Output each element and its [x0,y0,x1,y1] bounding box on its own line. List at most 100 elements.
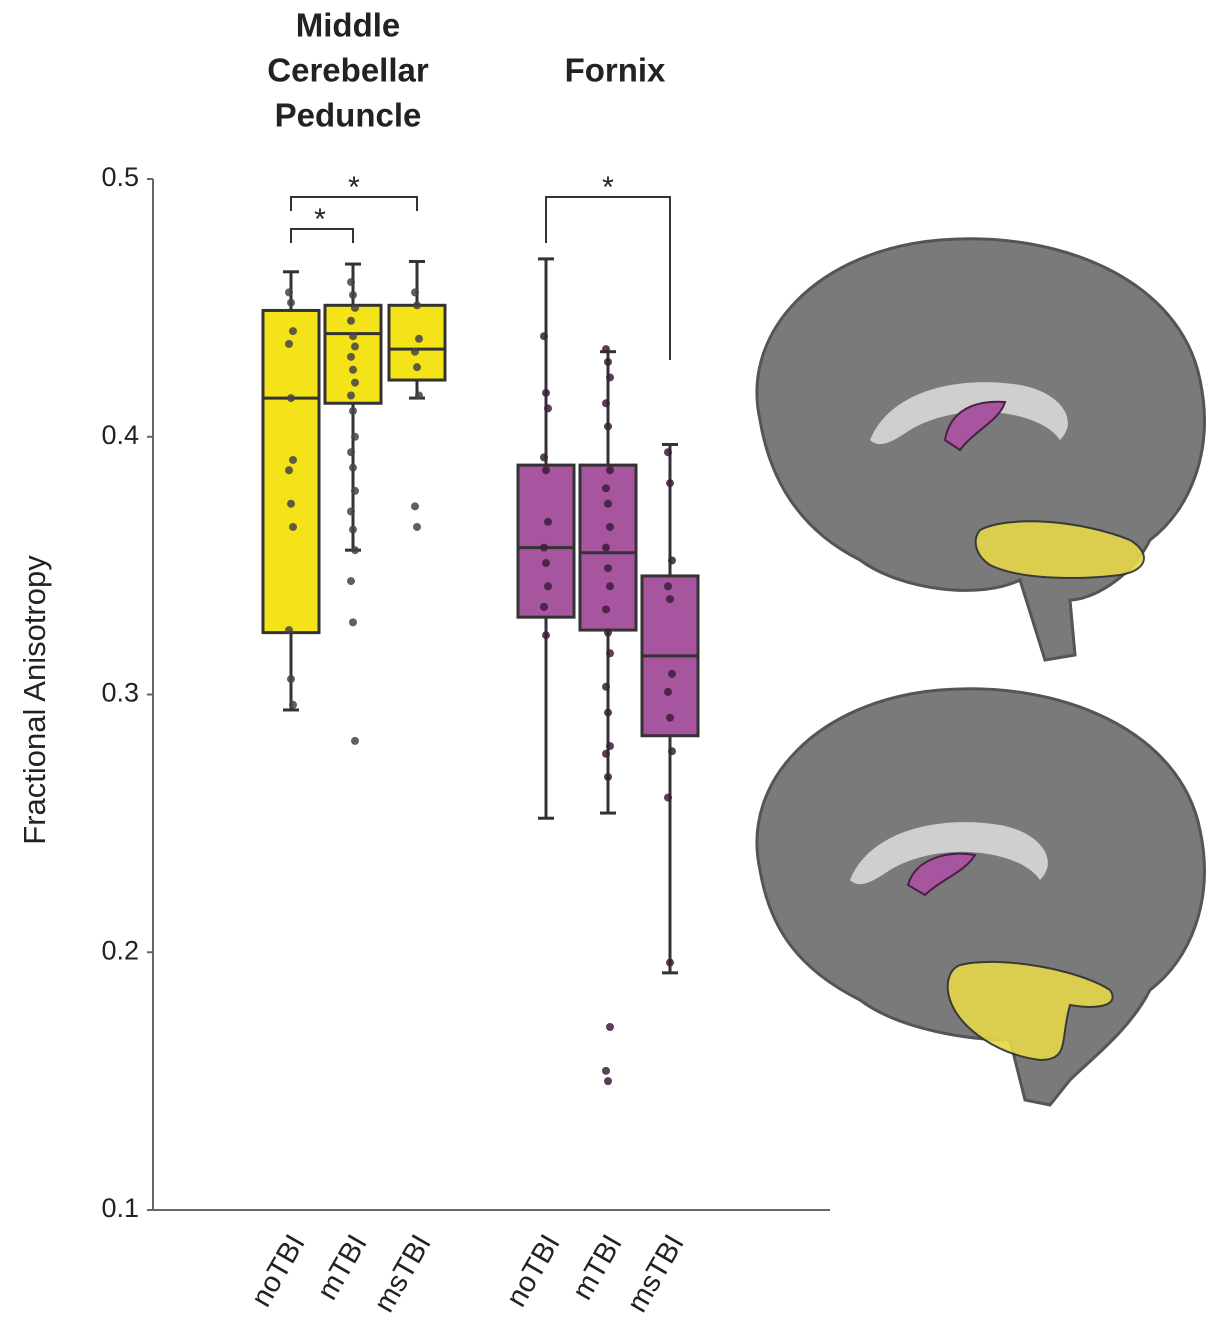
group-title: Fornix [565,52,666,89]
data-point [602,543,610,552]
data-point [540,543,548,552]
data-point [664,448,672,457]
data-point [347,577,355,586]
data-point [351,378,359,387]
data-point [604,628,612,637]
data-point [413,301,421,310]
data-point [664,687,672,696]
data-point [542,559,550,568]
data-point [602,749,610,758]
group-title: Middle [296,7,401,44]
significance-bracket [290,196,418,211]
significance-bracket [290,228,354,243]
data-point [347,352,355,361]
data-point [289,327,297,336]
data-point [602,484,610,493]
data-point [668,669,676,678]
data-point [540,453,548,462]
peduncle-region [946,960,1114,1062]
brain-shape [755,237,1206,662]
data-point [540,602,548,611]
corpus-callosum [870,382,1068,445]
x-tick-label: noTBI [245,1229,311,1312]
brain-illustration-bottom [755,687,1206,1107]
fornix-region [906,852,977,897]
data-point [668,747,676,756]
data-point [351,303,359,312]
data-point [544,517,552,526]
data-point [411,347,419,356]
data-point [542,466,550,475]
y-tick-label: 0.5 [101,162,139,192]
data-point [347,448,355,457]
significance-bracket [545,196,671,360]
x-tick-label: mTBI [311,1229,373,1305]
data-point [604,1077,612,1086]
data-point [666,479,674,488]
data-point [351,432,359,441]
data-point [668,556,676,565]
data-point [289,455,297,464]
data-point [349,365,357,374]
y-tick-label: 0.2 [101,935,139,965]
data-point [351,546,359,555]
y-axis-label: Fractional Anisotropy [17,555,52,845]
data-point [415,391,423,400]
data-point [542,631,550,640]
corpus-callosum [850,822,1048,885]
data-point [666,713,674,722]
data-point [540,332,548,341]
data-point [606,522,614,531]
x-tick-label: msTBI [621,1229,691,1318]
data-point [606,1022,614,1031]
data-point [602,345,610,354]
data-point [351,486,359,495]
significance-label: * [314,203,326,236]
data-point [347,316,355,325]
x-tick-label: noTBI [500,1229,566,1312]
data-point [413,522,421,531]
data-point [287,499,295,508]
data-point [351,342,359,351]
group-title: Cerebellar [267,52,429,89]
x-tick-label: mTBI [566,1229,628,1305]
data-point [606,742,614,751]
x-tick-label: msTBI [368,1229,438,1318]
data-point [604,499,612,508]
data-point [606,649,614,658]
data-point [349,463,357,472]
significance-label: * [602,171,614,204]
data-point [285,466,293,475]
data-point [604,564,612,573]
data-point [544,582,552,591]
data-point [542,388,550,397]
data-point [285,339,293,348]
y-tick-label: 0.4 [101,420,139,450]
data-point [602,1066,610,1075]
data-point [289,700,297,709]
y-tick-label: 0.3 [101,678,139,708]
data-point [287,298,295,307]
y-tick-label: 0.1 [101,1193,139,1223]
data-point [285,288,293,297]
data-point [349,525,357,534]
data-point [347,278,355,287]
data-point [347,391,355,400]
data-point [664,793,672,802]
data-point [604,772,612,781]
data-point [411,288,419,297]
brain-illustration-top [755,237,1206,662]
data-point [544,404,552,413]
data-point [606,373,614,382]
data-point [349,406,357,415]
box [516,463,576,619]
data-point [285,626,293,635]
data-point [664,582,672,591]
significance-label: * [348,171,360,204]
data-point [602,605,610,614]
data-point [602,682,610,691]
peduncle-region [974,520,1145,579]
data-point [604,358,612,367]
data-point [606,582,614,591]
